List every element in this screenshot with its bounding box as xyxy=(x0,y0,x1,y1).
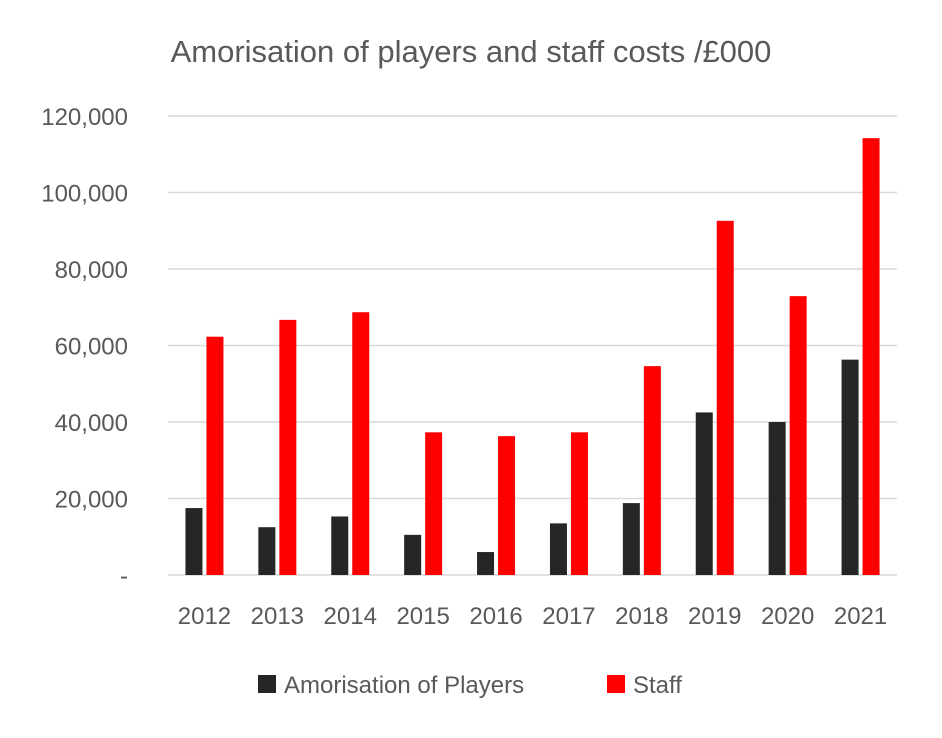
gridlines xyxy=(168,115,897,576)
legend-label: Amorisation of Players xyxy=(284,672,524,699)
x-tick-label: 2016 xyxy=(469,603,522,630)
y-axis-tick-labels: - 20,000 40,000 60,000 80,000 100,000 120,000 xyxy=(41,104,128,590)
x-tick-label: 2015 xyxy=(396,603,449,630)
bar-staff-2014 xyxy=(352,312,370,575)
y-tick-label: 100,000 xyxy=(41,181,128,208)
bar-staff-2017 xyxy=(570,432,588,575)
bar-amorisation-2020 xyxy=(768,422,786,575)
bar-amorisation-2013 xyxy=(258,527,276,575)
bar-amorisation-2015 xyxy=(404,534,422,575)
bar-amorisation-2012 xyxy=(185,508,203,575)
x-tick-label: 2014 xyxy=(324,603,377,630)
bar-staff-2021 xyxy=(862,138,880,575)
y-tick-label: 20,000 xyxy=(55,487,128,514)
bar-staff-2020 xyxy=(789,296,807,575)
bar-amorisation-2018 xyxy=(622,503,640,575)
bar-staff-2016 xyxy=(498,436,516,575)
legend-label: Staff xyxy=(633,672,682,699)
y-tick-label: 80,000 xyxy=(55,257,128,284)
bar-amorisation-2017 xyxy=(549,523,567,575)
bars xyxy=(185,138,880,575)
bar-staff-2013 xyxy=(279,319,297,575)
bar-amorisation-2014 xyxy=(331,516,349,575)
y-tick-label: 60,000 xyxy=(55,334,128,361)
y-tick-label: 40,000 xyxy=(55,410,128,437)
x-tick-label: 2020 xyxy=(761,603,814,630)
bar-staff-2015 xyxy=(425,432,443,575)
y-tick-label: - xyxy=(120,563,128,590)
bar-staff-2012 xyxy=(206,336,224,575)
x-tick-label: 2013 xyxy=(251,603,304,630)
bar-amorisation-2019 xyxy=(695,412,713,575)
y-tick-label: 120,000 xyxy=(41,104,128,131)
legend-swatch xyxy=(607,675,625,693)
x-tick-label: 2017 xyxy=(542,603,595,630)
bar-staff-2018 xyxy=(643,366,661,575)
x-axis-tick-labels: 2012 2013 2014 2015 2016 2017 2018 2019 2020 2021 xyxy=(178,603,887,630)
bar-amorisation-2016 xyxy=(477,552,495,575)
legend: Amorisation of Players Staff xyxy=(258,672,682,699)
legend-swatch xyxy=(258,675,276,693)
bar-amorisation-2021 xyxy=(841,359,859,575)
x-tick-label: 2012 xyxy=(178,603,231,630)
x-tick-label: 2018 xyxy=(615,603,668,630)
x-tick-label: 2021 xyxy=(834,603,887,630)
bar-staff-2019 xyxy=(716,220,734,575)
x-tick-label: 2019 xyxy=(688,603,741,630)
chart-title: Amorisation of players and staff costs /… xyxy=(171,34,772,69)
